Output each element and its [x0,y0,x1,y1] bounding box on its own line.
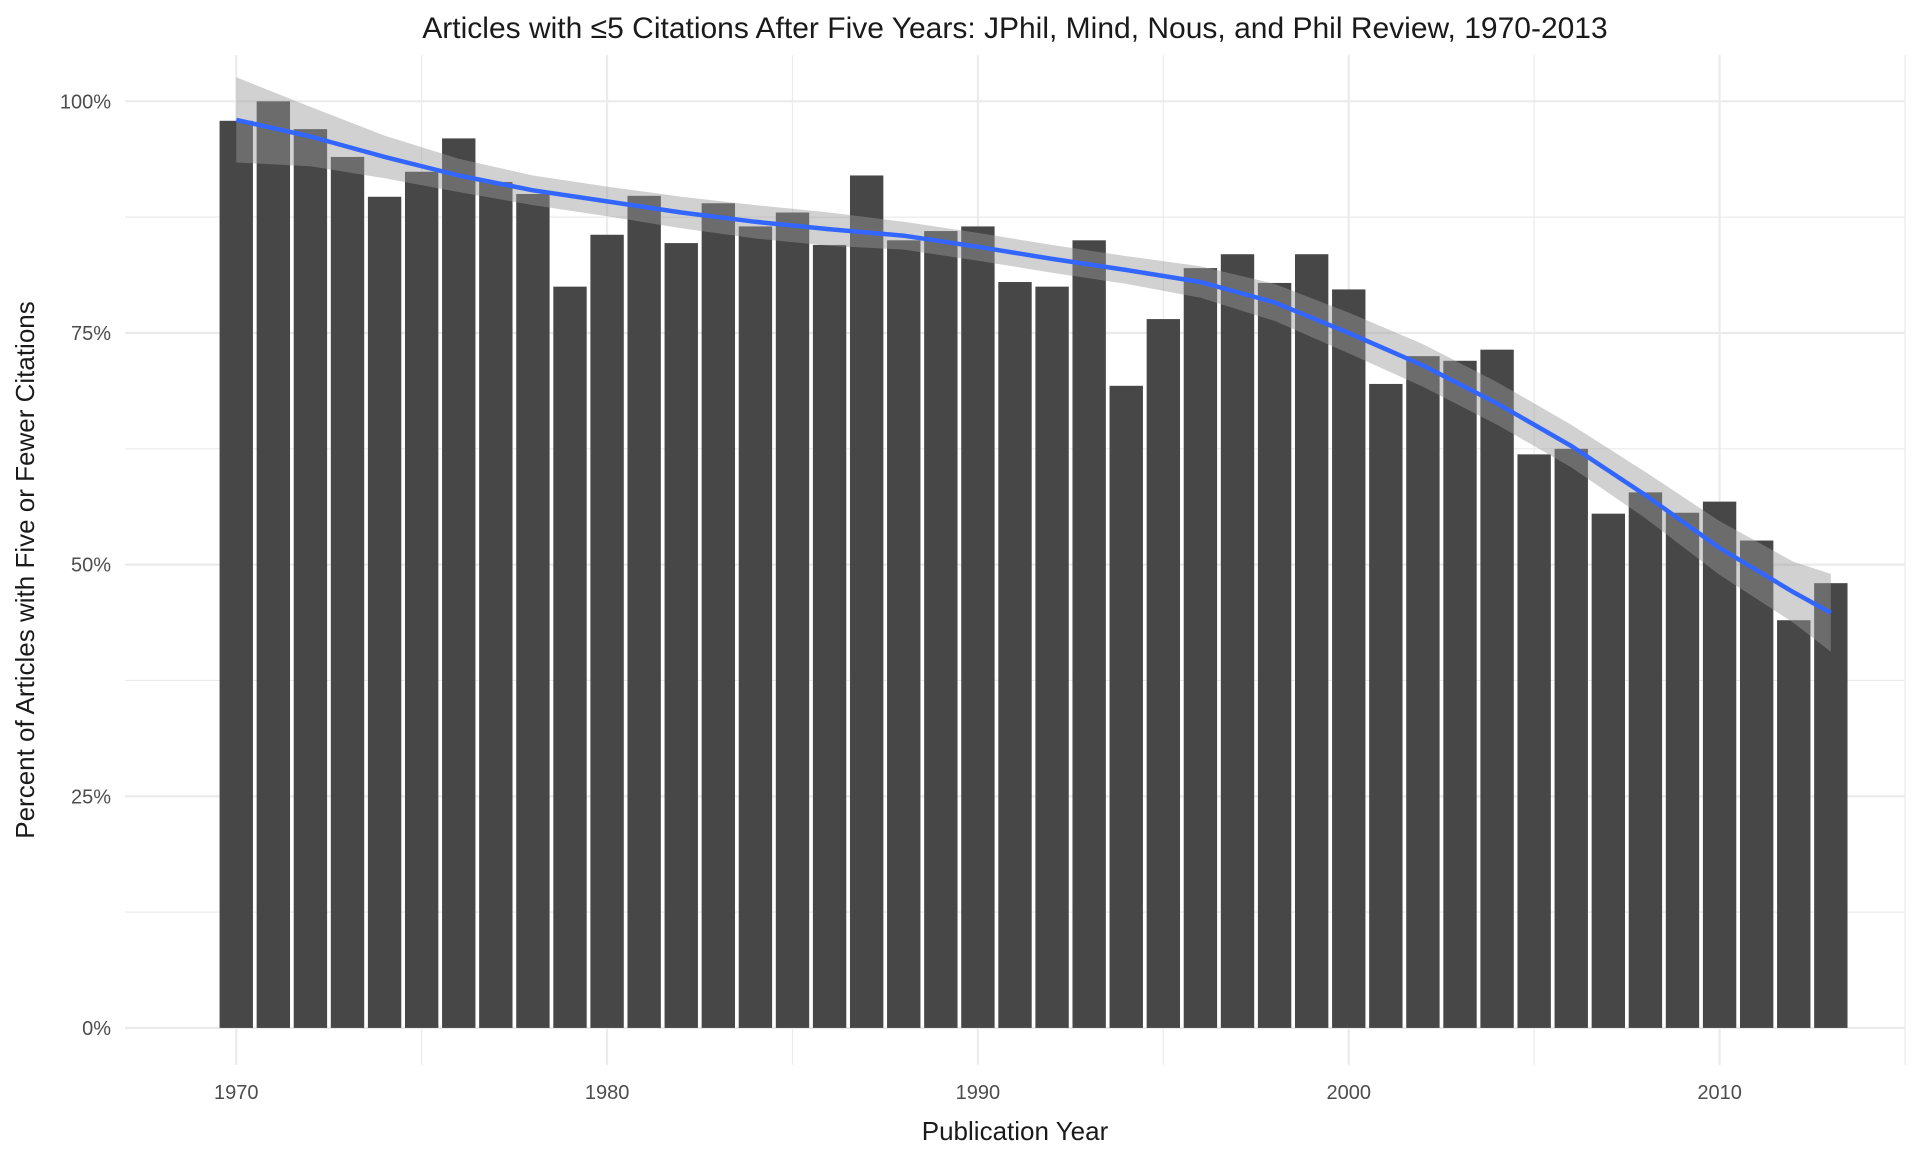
bar-1980 [590,234,624,1028]
bar-1998 [1257,282,1292,1028]
bar-1997 [1220,254,1255,1028]
y-tick-labels: 0% 25% 50% 75% 100% [60,91,111,1040]
bar-1981 [627,195,661,1028]
bar-1973 [330,156,365,1028]
x-tick-label: 1980 [585,1082,630,1104]
bar-1999 [1294,254,1329,1028]
bar-1984 [738,226,773,1028]
bar-2011 [1739,540,1774,1028]
smooth-line [235,117,1832,615]
bar-1995 [1146,319,1181,1028]
bar-1989 [924,231,958,1028]
bar-2008 [1628,492,1663,1028]
chart-title: Articles with ≤5 Citations After Five Ye… [422,12,1607,45]
bar-2012 [1777,620,1811,1028]
bar-1971 [256,101,291,1028]
bar-1979 [553,286,587,1028]
bar-1983 [701,203,736,1028]
smooth-trend-line [235,117,1832,615]
bar-2000 [1332,289,1366,1028]
y-tick-label: 100% [60,91,111,113]
y-tick-label: 0% [82,1018,111,1040]
x-tick-label: 2010 [1697,1082,1742,1104]
bar-1987 [849,175,884,1028]
bar-1990 [961,226,995,1028]
bar-1977 [479,181,513,1028]
bar-1996 [1183,268,1218,1028]
bar-1976 [442,138,476,1028]
bar-2003 [1443,360,1477,1028]
x-tick-label: 1970 [214,1082,259,1104]
y-tick-label: 50% [71,555,111,577]
bar-1972 [293,129,328,1028]
bar-1993 [1072,240,1106,1028]
bar-1988 [887,240,921,1028]
bar-2010 [1702,501,1737,1028]
bar-2007 [1591,513,1626,1028]
x-tick-labels: 1970 1980 1990 2000 2010 [214,1082,1742,1104]
bars [219,101,1848,1028]
x-axis-title: Publication Year [922,1116,1109,1146]
bar-2009 [1665,512,1700,1028]
bar-2005 [1517,454,1551,1028]
bar-1991 [998,282,1032,1028]
bar-2004 [1480,349,1514,1028]
bar-1992 [1035,286,1069,1028]
bar-1985 [775,212,810,1028]
bar-1975 [404,171,439,1028]
bar-2002 [1406,356,1440,1028]
bar-1982 [664,243,698,1028]
bar-1994 [1109,385,1143,1028]
y-axis-title: Percent of Articles with Five or Fewer C… [10,301,40,839]
bar-1986 [812,244,847,1028]
y-tick-label: 25% [71,786,111,808]
x-tick-label: 1990 [956,1082,1001,1104]
bar-2006 [1554,448,1588,1028]
bar-1970 [219,120,253,1028]
bar-2013 [1814,583,1848,1028]
bar-1974 [367,196,402,1028]
bar-2001 [1369,383,1403,1028]
x-tick-label: 2000 [1327,1082,1372,1104]
bar-1978 [516,193,550,1028]
y-tick-label: 75% [71,323,111,345]
